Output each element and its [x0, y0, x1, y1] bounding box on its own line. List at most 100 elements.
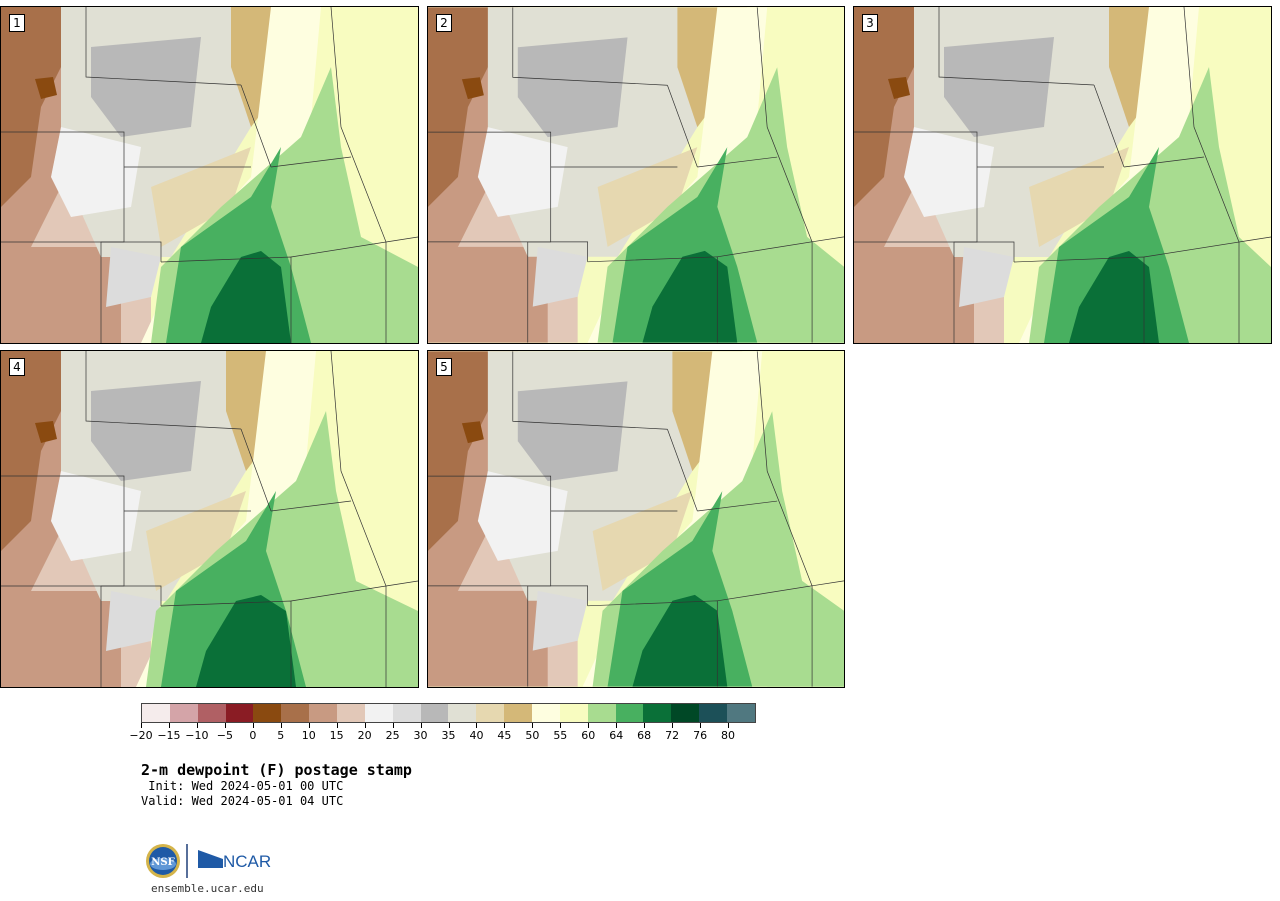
colorbar-tick-label: 80: [721, 729, 736, 742]
dewpoint-region: [592, 491, 693, 591]
colorbar-swatch: [615, 704, 644, 722]
state-border: [667, 85, 698, 168]
colorbar-tick-label: −5: [216, 729, 233, 742]
dewpoint-region: [1, 7, 71, 207]
dewpoint-region: [1069, 251, 1159, 343]
colorbar-tick: [392, 723, 394, 728]
dewpoint-region: [341, 631, 418, 687]
dewpoint-map: [428, 7, 844, 343]
colorbar-swatch: [504, 704, 533, 722]
colorbar-tick-label: 0: [249, 729, 257, 742]
colorbar-tick-label: 55: [553, 729, 568, 742]
colorbar-tick: [644, 723, 646, 728]
ncar-logo: NCAR: [198, 850, 271, 871]
colorbar-tick: [700, 723, 702, 728]
colorbar-tick-label: 64: [609, 729, 624, 742]
state-border: [1, 241, 162, 262]
colorbar-tick-label: 40: [469, 729, 484, 742]
state-border: [385, 580, 418, 587]
map-panel-1: 1: [0, 6, 419, 344]
colorbar-tick: [141, 723, 142, 728]
dewpoint-region: [51, 471, 141, 561]
dewpoint-region: [517, 381, 628, 482]
dewpoint-region: [1044, 147, 1189, 343]
dewpoint-region: [461, 77, 484, 100]
state-border: [1, 585, 162, 606]
dewpoint-region: [106, 247, 161, 307]
colorbar-ticks: −20 −15 −10 −5 0 5 10 15 20 25 30 35 40 45 50 55 60 64 68 7…: [129, 723, 756, 743]
colorbar-tick: [728, 723, 730, 728]
state-border: [756, 351, 813, 586]
colorbar-tick-label: 68: [637, 729, 652, 742]
dewpoint-region: [146, 491, 246, 591]
ncar-logo-text: NCAR: [223, 852, 271, 871]
colorbar-swatch: [643, 704, 672, 722]
dewpoint-region: [959, 247, 1014, 307]
colorbar-swatch: [727, 704, 755, 722]
colorbar-swatch: [197, 704, 226, 722]
dewpoint-region: [106, 591, 161, 651]
colorbar-swatch: [476, 704, 505, 722]
state-border: [428, 241, 588, 262]
state-border: [1093, 84, 1125, 168]
dewpoint-map: [1, 351, 418, 687]
dewpoint-region: [767, 286, 844, 343]
state-border: [717, 585, 813, 687]
colorbar-tick-label: 10: [301, 729, 316, 742]
dewpoint-region: [597, 147, 698, 247]
state-border: [667, 429, 698, 512]
colorbar-tick-label: 50: [525, 729, 540, 742]
logos: NSF NCAR: [145, 842, 275, 882]
panel-label: 4: [9, 358, 25, 376]
dewpoint-region: [428, 7, 498, 207]
colorbar-tick-label: 25: [385, 729, 400, 742]
colorbar-swatch: [281, 704, 310, 722]
colorbar-tick: [336, 723, 338, 728]
dewpoint-region: [532, 590, 588, 651]
state-border: [812, 236, 844, 243]
dewpoint-map: [1, 7, 418, 343]
dewpoint-region: [854, 7, 924, 207]
colorbar-swatch: [309, 704, 338, 722]
colorbar-tick: [252, 723, 254, 728]
nsf-logo: NSF: [146, 844, 180, 878]
colorbar-swatch: [392, 704, 421, 722]
state-border: [697, 500, 778, 512]
colorbar-swatch: [671, 704, 700, 722]
colorbar-tick: [616, 723, 618, 728]
colorbar-tick: [224, 723, 226, 728]
state-border: [697, 156, 778, 168]
panel-label: 2: [436, 14, 452, 32]
state-border: [385, 236, 418, 243]
dewpoint-region: [767, 630, 844, 687]
colorbar-swatch: [364, 704, 393, 722]
state-border: [512, 7, 668, 86]
state-border: [330, 7, 387, 243]
dewpoint-region: [888, 77, 910, 99]
dewpoint-region: [1194, 287, 1271, 343]
colorbar-tick: [532, 723, 534, 728]
state-border: [270, 156, 352, 168]
colorbar-tick-label: 20: [357, 729, 372, 742]
colorbar-swatch: [253, 704, 282, 722]
colorbar-swatch: [587, 704, 616, 722]
dewpoint-region: [477, 127, 568, 217]
colorbar-tick-label: −20: [129, 729, 153, 742]
colorbar-tick: [672, 723, 674, 728]
colorbar-tick: [560, 723, 562, 728]
colorbar-tick: [420, 723, 422, 728]
init-time: Init: Wed 2024-05-01 00 UTC: [141, 779, 344, 793]
colorbar-tick: [448, 723, 450, 728]
panel-label: 1: [9, 14, 25, 32]
colorbar-tick-label: 15: [329, 729, 344, 742]
dewpoint-region: [517, 37, 628, 138]
state-border: [270, 500, 352, 512]
state-border: [854, 241, 1015, 262]
colorbar-swatch: [169, 704, 198, 722]
colorbar-swatch: [337, 704, 365, 722]
state-border: [938, 7, 1095, 86]
colorbar-swatch: [142, 704, 170, 722]
colorbar-tick-label: −15: [157, 729, 181, 742]
colorbar-tick: [364, 723, 366, 728]
colorbar-tick: [168, 723, 170, 728]
